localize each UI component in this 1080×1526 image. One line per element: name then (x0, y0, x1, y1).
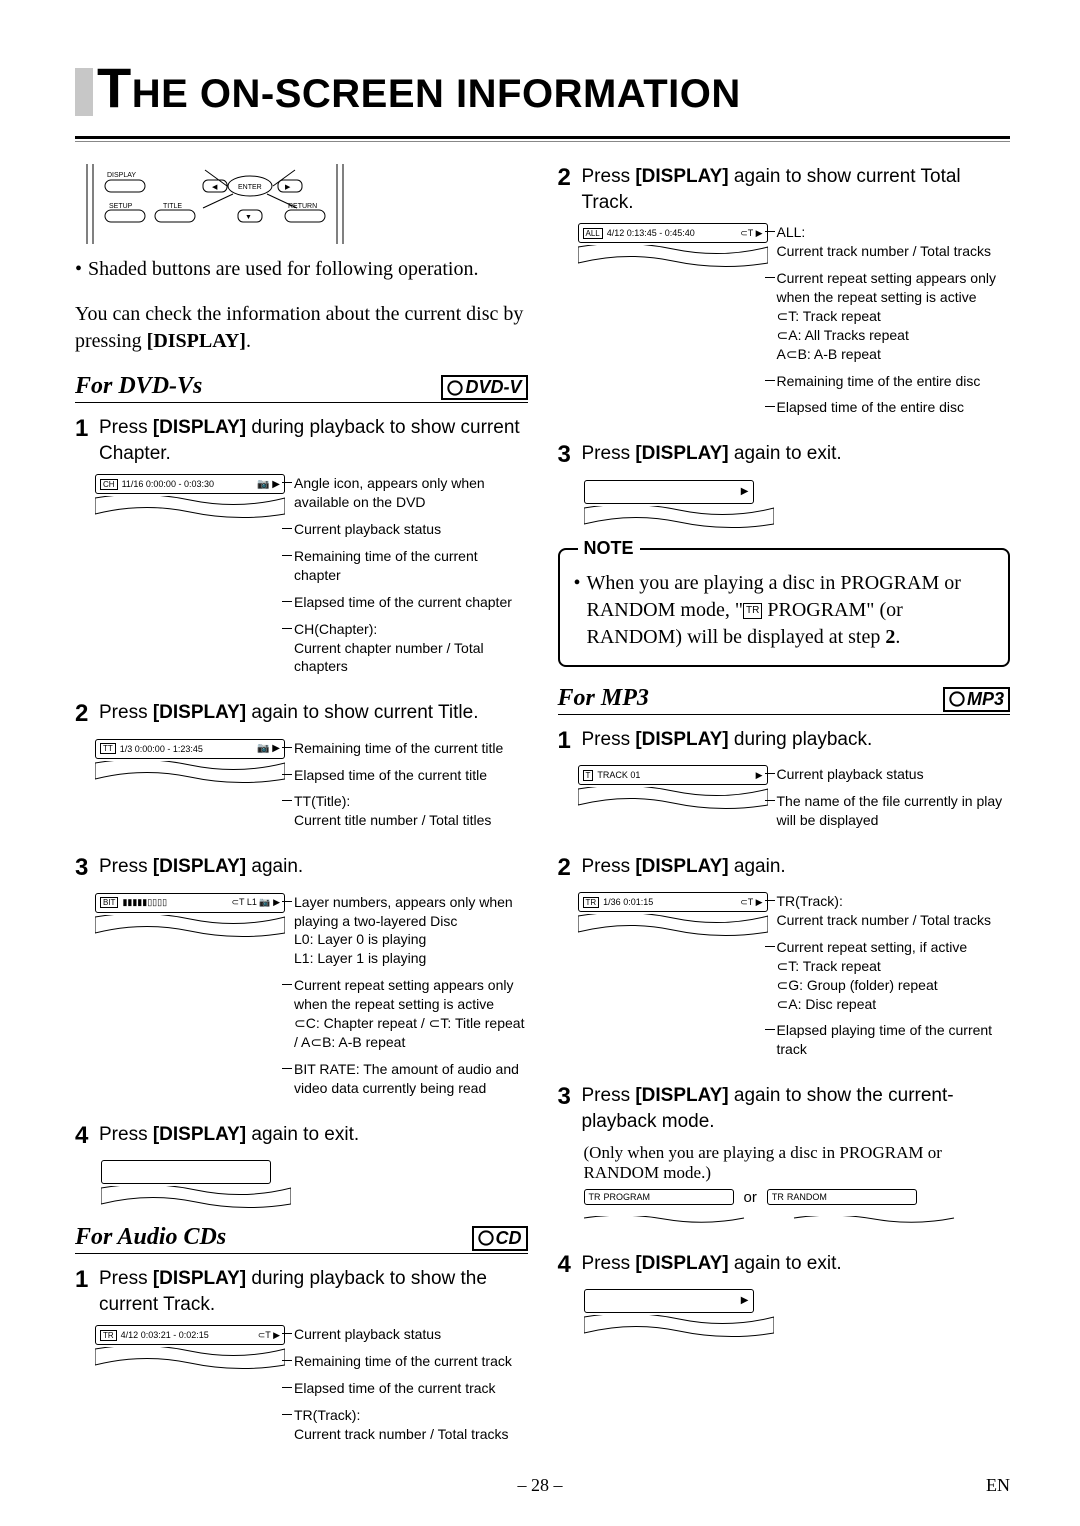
badge-cd: CD (472, 1226, 528, 1251)
title-rule-1 (75, 136, 1010, 139)
dvd-step-2: 2Press [DISPLAY] again to show current T… (75, 700, 528, 730)
title-rest: HE ON-SCREEN INFORMATION (132, 72, 741, 116)
osd-cd-all: ALL4/12 0:13:45 - 0:45:40⊂T ▶ (578, 223, 768, 243)
right-column: 2Press [DISPLAY] again to show current T… (558, 164, 1011, 1468)
title-rule-2 (75, 141, 1010, 142)
mp3-step-2-diagram: TR1/36 0:01:15⊂T ▶ TR(Track): Current tr… (578, 892, 1011, 1067)
remote-diagram: DISPLAY SETUP TITLE ENTER RETURN ◀ ▶ ▼ (85, 164, 345, 244)
dvd-step-1-diagram: CH11/16 0:00:00 - 0:03:30📷 ▶ Angle icon,… (95, 474, 528, 684)
cd-step-1-diagram: TR4/12 0:03:21 - 0:02:15⊂T ▶ Current pla… (95, 1325, 528, 1451)
note-label: NOTE (578, 538, 640, 559)
dvd-step-3: 3Press [DISPLAY] again. (75, 854, 528, 884)
mp3-step-1-diagram: TTRACK 01▶ Current playback status The n… (578, 765, 1011, 838)
blank-osd-mp3: ▶ (584, 1289, 754, 1339)
dvd-step-2-diagram: TT1/3 0:00:00 - 1:23:45📷 ▶ Remaining tim… (95, 739, 528, 839)
osd-cd-track: TR4/12 0:03:21 - 0:02:15⊂T ▶ (95, 1325, 285, 1345)
mp3-step-1: 1Press [DISPLAY] during playback. (558, 727, 1011, 757)
or-label: or (744, 1189, 757, 1206)
dvd-step-4: 4Press [DISPLAY] again to exit. (75, 1122, 528, 1152)
content-columns: DISPLAY SETUP TITLE ENTER RETURN ◀ ▶ ▼ Sha… (75, 164, 1010, 1468)
cd-step-3: 3Press [DISPLAY] again to exit. (558, 441, 1011, 471)
osd-program: TRPROGRAM (584, 1189, 734, 1205)
dvd-step-3-diagram: BIT▮▮▮▮▮▯▯▯▯⊂T L1 📷 ▶ Layer numbers, app… (95, 893, 528, 1106)
mp3-step-4: 4Press [DISPLAY] again to exit. (558, 1251, 1011, 1281)
page-footer: – 28 – EN (0, 1475, 1080, 1496)
svg-text:DISPLAY: DISPLAY (107, 172, 136, 179)
cd-step-1: 1Press [DISPLAY] during playback to show… (75, 1266, 528, 1317)
page-lang: EN (986, 1475, 1010, 1496)
svg-text:SETUP: SETUP (109, 203, 133, 210)
section-cd-label: For Audio CDs (75, 1224, 226, 1251)
cd-step-2-diagram: ALL4/12 0:13:45 - 0:45:40⊂T ▶ ALL: Curre… (578, 223, 1011, 425)
mp3-mode-wave (584, 1216, 1011, 1237)
note-content: When you are playing a disc in PROGRAM o… (574, 570, 995, 651)
section-dvd: For DVD-Vs DVD-V (75, 373, 528, 403)
title-accent-block (75, 68, 93, 116)
section-cd: For Audio CDs CD (75, 1224, 528, 1254)
osd-dvd-chapter: CH11/16 0:00:00 - 0:03:30📷 ▶ (95, 474, 285, 494)
osd-mp3-file: TTRACK 01▶ (578, 765, 768, 785)
cd-step-2: 2Press [DISPLAY] again to show current T… (558, 164, 1011, 215)
page-title: THE ON-SCREEN INFORMATION (97, 60, 741, 116)
svg-text:RETURN: RETURN (288, 203, 317, 210)
dvd-step-1: 1Press [DISPLAY] during playback to show… (75, 415, 528, 466)
section-dvd-label: For DVD-Vs (75, 373, 202, 400)
title-big: T (97, 56, 132, 119)
svg-text:ENTER: ENTER (238, 184, 262, 191)
svg-text:◀: ◀ (212, 184, 218, 191)
osd-dvd-title: TT1/3 0:00:00 - 1:23:45📷 ▶ (95, 739, 285, 759)
intro-paragraph: You can check the information about the … (75, 301, 528, 355)
intro-bullet: Shaded buttons are used for following op… (75, 256, 528, 283)
intro-bullet-text: Shaded buttons are used for following op… (88, 256, 478, 283)
mp3-step-2: 2Press [DISPLAY] again. (558, 854, 1011, 884)
page-title-bar: THE ON-SCREEN INFORMATION (75, 60, 1010, 116)
mp3-step-3: 3Press [DISPLAY] again to show the curre… (558, 1083, 1011, 1134)
section-mp3: For MP3 MP3 (558, 685, 1011, 715)
left-column: DISPLAY SETUP TITLE ENTER RETURN ◀ ▶ ▼ Sha… (75, 164, 528, 1468)
svg-text:TITLE: TITLE (163, 203, 182, 210)
page-number: – 28 – (518, 1475, 563, 1496)
blank-osd-dvd (101, 1160, 271, 1210)
osd-dvd-bitrate: BIT▮▮▮▮▮▯▯▯▯⊂T L1 📷 ▶ (95, 893, 285, 913)
badge-dvd: DVD-V (441, 375, 527, 400)
osd-random: TRRANDOM (767, 1189, 917, 1205)
blank-osd-cd: ▶ (584, 480, 754, 530)
badge-mp3: MP3 (943, 687, 1010, 712)
note-box: NOTE When you are playing a disc in PROG… (558, 548, 1011, 667)
mp3-mode-osds: TRPROGRAM or TRRANDOM (584, 1189, 1011, 1206)
mp3-step-3-sub: (Only when you are playing a disc in PRO… (584, 1143, 1011, 1183)
note-tr-chip: TR (743, 603, 762, 619)
osd-mp3-track: TR1/36 0:01:15⊂T ▶ (578, 892, 768, 912)
svg-text:▼: ▼ (245, 214, 252, 221)
svg-text:▶: ▶ (285, 184, 291, 191)
section-mp3-label: For MP3 (558, 685, 649, 712)
